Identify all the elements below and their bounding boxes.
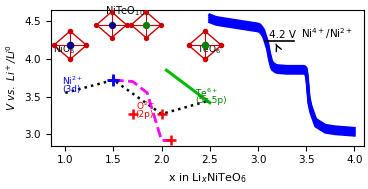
Text: 4.2 V: 4.2 V xyxy=(269,30,297,40)
Text: TeO$_6$: TeO$_6$ xyxy=(197,44,221,56)
Y-axis label: V $vs.$ Li$^+$/Li$^0$: V $vs.$ Li$^+$/Li$^0$ xyxy=(4,44,19,111)
Text: O$^{2-}$: O$^{2-}$ xyxy=(136,100,155,112)
Text: Ni$^{4+}$/Ni$^{2+}$: Ni$^{4+}$/Ni$^{2+}$ xyxy=(301,27,353,41)
Text: Te$^{6+}$: Te$^{6+}$ xyxy=(195,86,218,99)
Text: (3d): (3d) xyxy=(62,85,81,94)
Text: NiTeO$_{10}$: NiTeO$_{10}$ xyxy=(105,4,145,18)
Text: NiO$_6$: NiO$_6$ xyxy=(53,44,75,56)
X-axis label: x in Li$_x$NiTeO$_6$: x in Li$_x$NiTeO$_6$ xyxy=(168,171,247,185)
Text: (5s,5p): (5s,5p) xyxy=(195,96,227,105)
Text: Ni$^{2+}$: Ni$^{2+}$ xyxy=(62,75,83,87)
Text: (2p): (2p) xyxy=(136,110,154,119)
